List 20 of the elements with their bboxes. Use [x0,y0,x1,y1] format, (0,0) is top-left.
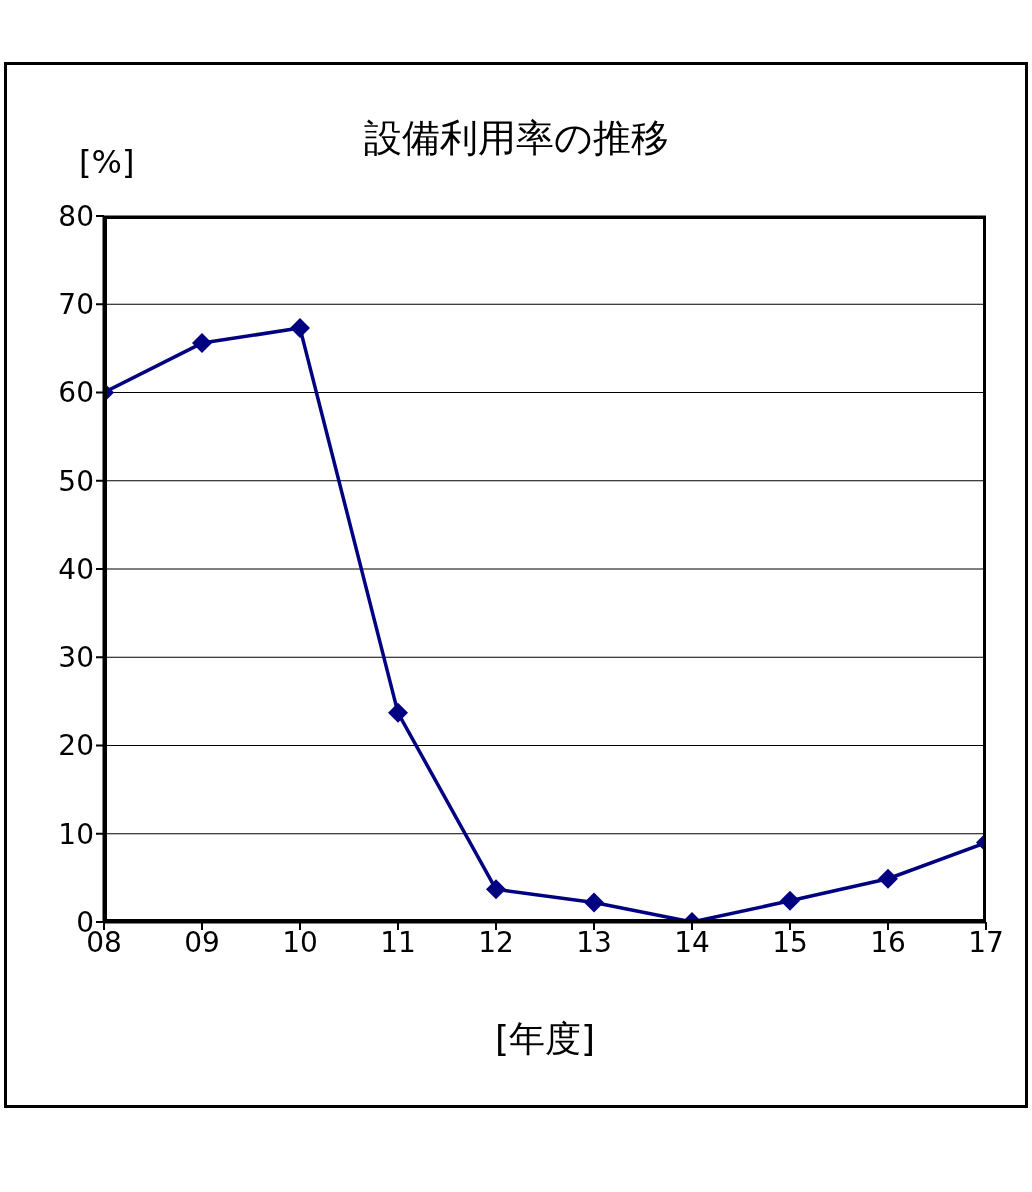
x-tick-label: 10 [282,925,318,959]
y-tick-label: 50 [58,464,94,498]
x-tick-label: 14 [674,925,710,959]
y-tick-label: 10 [58,817,94,851]
y-tick-label: 20 [58,729,94,763]
x-axis-title: [年度] [493,1017,597,1061]
y-tick-label: 60 [58,376,94,410]
y-axis-title: [%] [79,143,135,181]
x-tick-label: 13 [576,925,612,959]
y-tick-label: 40 [58,552,94,586]
x-tick-label: 12 [478,925,514,959]
y-tick-label: 70 [58,288,94,322]
x-tick-label: 09 [184,925,220,959]
x-tick-label: 15 [772,925,808,959]
x-tick-label: 11 [380,925,416,959]
y-tick-label: 30 [58,641,94,675]
x-tick-label: 16 [870,925,906,959]
chart-title: 設備利用率の推移 [363,116,669,160]
x-tick-label: 17 [968,925,1004,959]
y-tick-label: 80 [58,199,94,233]
